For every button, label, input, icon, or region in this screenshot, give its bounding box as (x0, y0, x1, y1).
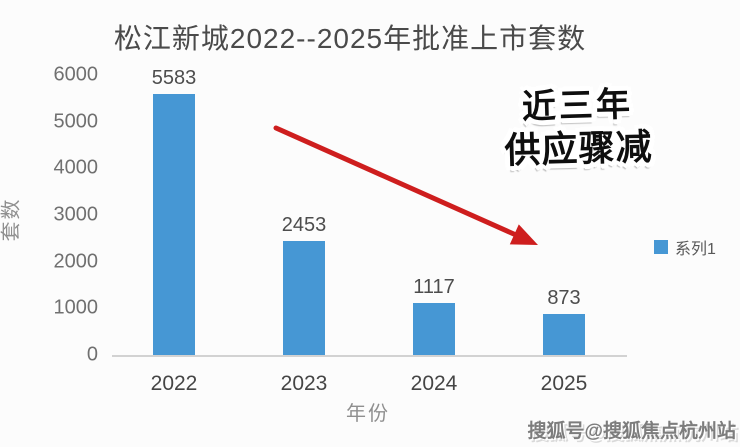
y-tick-label: 4000 (53, 156, 99, 179)
y-tick-label: 3000 (53, 203, 99, 226)
bar-2024 (413, 302, 455, 355)
bar-2023 (283, 240, 325, 355)
x-tick-label: 2025 (540, 372, 588, 395)
chart-title: 松江新城2022--2025年批准上市套数 (113, 23, 587, 54)
annotation-callout: 近三年 供应骤减 (477, 83, 679, 172)
watermark-text: 搜狐号@搜狐焦点杭州站 (527, 421, 736, 442)
bar-value-label: 1117 (413, 275, 455, 298)
x-tick-label: 2022 (150, 372, 198, 395)
y-tick-label: 1000 (53, 296, 99, 319)
y-tick-label: 5000 (53, 110, 99, 133)
bar-value-label: 2453 (281, 213, 327, 236)
bar-value-label: 5583 (151, 67, 197, 90)
bar-2025 (543, 314, 585, 355)
y-tick-label: 6000 (53, 63, 99, 86)
bar-value-label: 873 (547, 287, 581, 310)
x-tick-label: 2023 (280, 372, 328, 395)
y-tick-label: 2000 (53, 250, 99, 273)
x-axis-title: 年份 (346, 403, 390, 425)
annotation-line-1: 近三年 (521, 85, 634, 127)
x-tick-label: 2024 (410, 372, 458, 395)
legend-swatch-icon (654, 240, 668, 254)
bar-2022 (153, 94, 195, 355)
legend-series-label: 系列1 (675, 241, 716, 258)
legend: 系列1 (654, 235, 716, 259)
annotation-line-2: 供应骤减 (504, 125, 654, 171)
y-tick-label: 0 (86, 343, 98, 366)
x-axis-line (112, 355, 627, 357)
